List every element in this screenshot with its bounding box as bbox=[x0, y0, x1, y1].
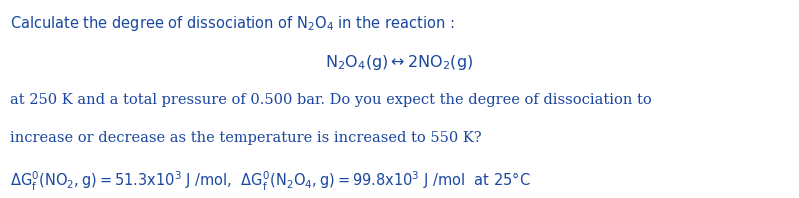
Text: $\mathrm{N_2O_4(g) \leftrightarrow 2NO_2(g)}$: $\mathrm{N_2O_4(g) \leftrightarrow 2NO_2… bbox=[325, 53, 474, 72]
Text: Calculate the degree of dissociation of $\mathrm{N_2O_4}$ in the reaction :: Calculate the degree of dissociation of … bbox=[10, 14, 454, 33]
Text: at 250 K and a total pressure of 0.500 bar. Do you expect the degree of dissocia: at 250 K and a total pressure of 0.500 b… bbox=[10, 93, 651, 107]
Text: increase or decrease as the temperature is increased to 550 K?: increase or decrease as the temperature … bbox=[10, 131, 481, 145]
Text: $\mathrm{\Delta G_f^0(NO_2,g)= 51.3x10^3}$ J /mol,  $\mathrm{\Delta G_f^0(N_2O_4: $\mathrm{\Delta G_f^0(NO_2,g)= 51.3x10^3… bbox=[10, 170, 531, 193]
